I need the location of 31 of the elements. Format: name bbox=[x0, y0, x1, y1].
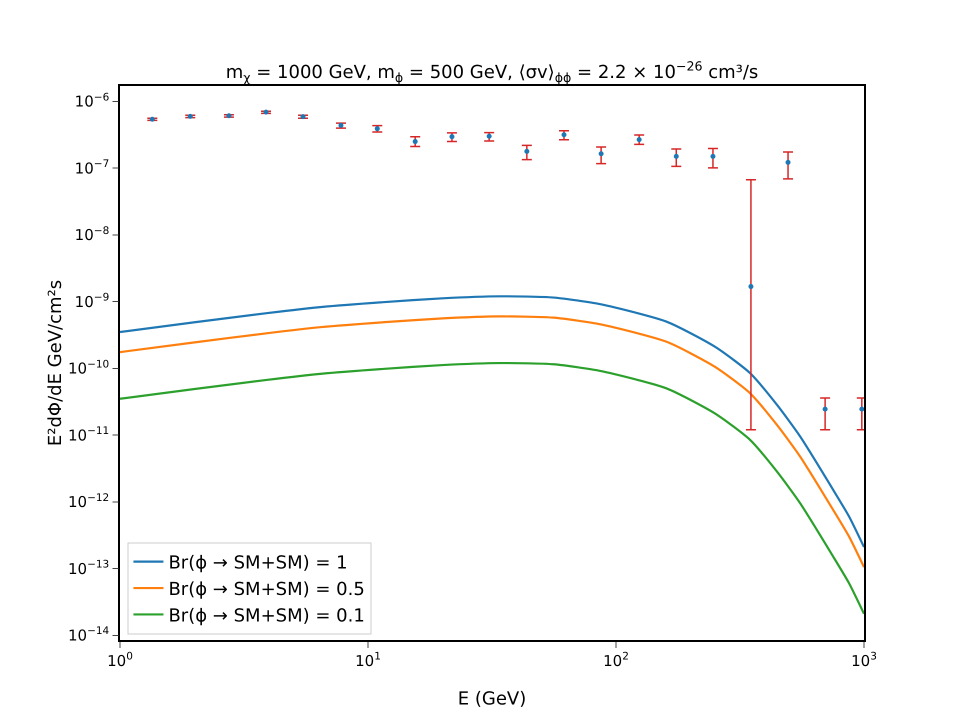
point bbox=[226, 113, 232, 118]
point bbox=[524, 148, 530, 154]
point bbox=[710, 154, 716, 159]
y-tick-label: 10$^{−14}$ bbox=[68, 625, 110, 645]
point bbox=[822, 406, 828, 412]
point bbox=[264, 110, 269, 115]
y-tick-label: 10$^{−13}$ bbox=[68, 558, 110, 578]
legend-label: Br(ϕ → SM+SM) = 0.1 bbox=[168, 605, 365, 626]
point bbox=[598, 151, 604, 156]
y-tick-label: 10$^{−10}$ bbox=[68, 358, 110, 378]
legend-label: Br(ϕ → SM+SM) = 1 bbox=[168, 552, 348, 574]
legend-label: Br(ϕ → SM+SM) = 0.5 bbox=[168, 579, 365, 600]
point bbox=[188, 114, 193, 119]
point bbox=[338, 122, 344, 128]
x-tick-label: 10$^{0}$ bbox=[107, 650, 133, 670]
y-tick-label: 10$^{−6}$ bbox=[74, 91, 110, 111]
point bbox=[748, 284, 754, 290]
point bbox=[674, 154, 679, 159]
point bbox=[859, 406, 864, 412]
y-tick-label: 10$^{−9}$ bbox=[74, 292, 110, 311]
x-axis-title: E (GeV) bbox=[458, 688, 526, 710]
x-tick-label: 10$^{1}$ bbox=[355, 650, 381, 670]
x-tick-label: 10$^{3}$ bbox=[851, 650, 877, 670]
y-tick-label: 10$^{−7}$ bbox=[74, 158, 110, 178]
x-tick-label: 10$^{2}$ bbox=[603, 650, 629, 670]
point bbox=[300, 114, 306, 120]
y-axis-title: E²dΦ/dE GeV/cm²s bbox=[44, 280, 66, 446]
y-tick-label: 10$^{−11}$ bbox=[68, 425, 110, 444]
y-tick-label: 10$^{−12}$ bbox=[68, 492, 110, 512]
point bbox=[786, 160, 791, 165]
y-tick-label: 10$^{−8}$ bbox=[74, 224, 110, 244]
